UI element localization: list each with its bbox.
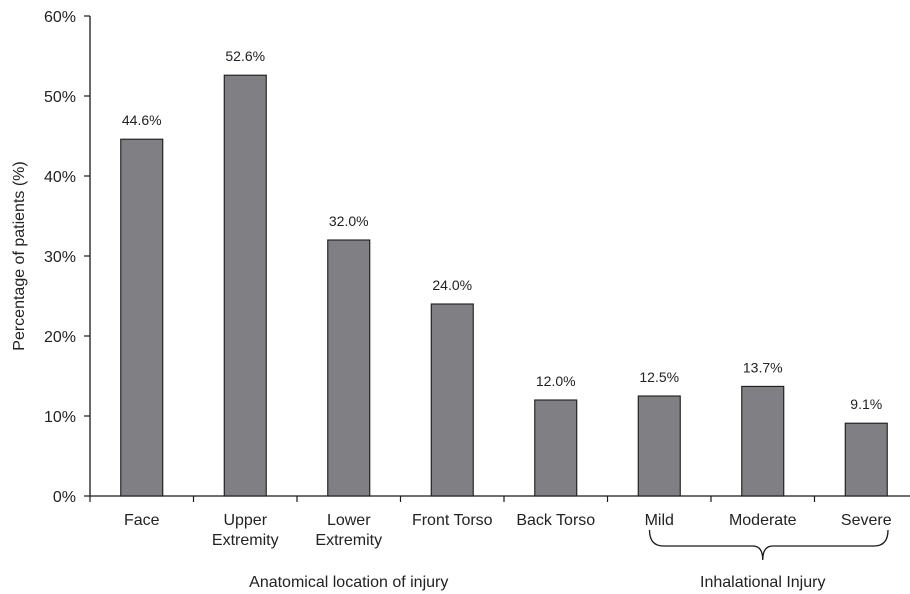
data-label: 12.5%: [639, 369, 679, 385]
bar: [637, 395, 681, 497]
x-axis-category-labels: Face Upper Extremity Lower Extremity Front To…: [124, 512, 892, 549]
group-label: Inhalational Injury: [700, 574, 825, 591]
bar: [120, 138, 164, 497]
y-tick-label: 30%: [44, 249, 76, 266]
group-bracket: [648, 529, 889, 561]
x-category-label: Back Torso: [516, 512, 595, 529]
data-label: 44.6%: [122, 112, 162, 128]
data-label: 12.0%: [536, 373, 576, 389]
chart-axes: [89, 16, 910, 502]
category-groups: Anatomical location of injury Inhalationa…: [249, 529, 889, 591]
data-labels: 44.6% 52.6% 32.0% 24.0% 12.0% 12.5% 13.7% 9.1%: [122, 48, 882, 412]
bar: [223, 74, 267, 497]
group-label: Anatomical location of injury: [249, 574, 448, 591]
x-category-label: Upper: [223, 512, 267, 529]
x-category-label: Mild: [645, 512, 674, 529]
data-label: 52.6%: [225, 48, 265, 64]
bar: [741, 385, 785, 497]
y-tick-label: 40%: [44, 169, 76, 186]
bar: [327, 239, 371, 497]
y-axis-title: Percentage of patients (%): [11, 161, 28, 350]
x-category-label: Front Torso: [412, 512, 493, 529]
bar: [844, 422, 888, 497]
x-category-label: Extremity: [212, 532, 279, 549]
data-label: 32.0%: [329, 213, 369, 229]
bar: [534, 399, 578, 497]
data-label: 24.0%: [432, 277, 472, 293]
y-tick-label: 0%: [53, 489, 76, 506]
y-axis-ticks: 0% 10% 20% 30% 40% 50% 60%: [44, 9, 90, 506]
bar-series: [120, 74, 888, 497]
y-tick-label: 10%: [44, 409, 76, 426]
y-tick-label: 50%: [44, 89, 76, 106]
data-label: 9.1%: [850, 396, 882, 412]
x-category-label: Lower: [327, 512, 371, 529]
x-category-label: Severe: [841, 512, 892, 529]
data-label: 13.7%: [743, 359, 783, 375]
x-category-label: Face: [124, 512, 160, 529]
y-tick-label: 20%: [44, 329, 76, 346]
y-tick-label: 60%: [44, 9, 76, 26]
bar: [430, 303, 474, 497]
x-category-label: Extremity: [315, 532, 382, 549]
x-category-label: Moderate: [729, 512, 797, 529]
